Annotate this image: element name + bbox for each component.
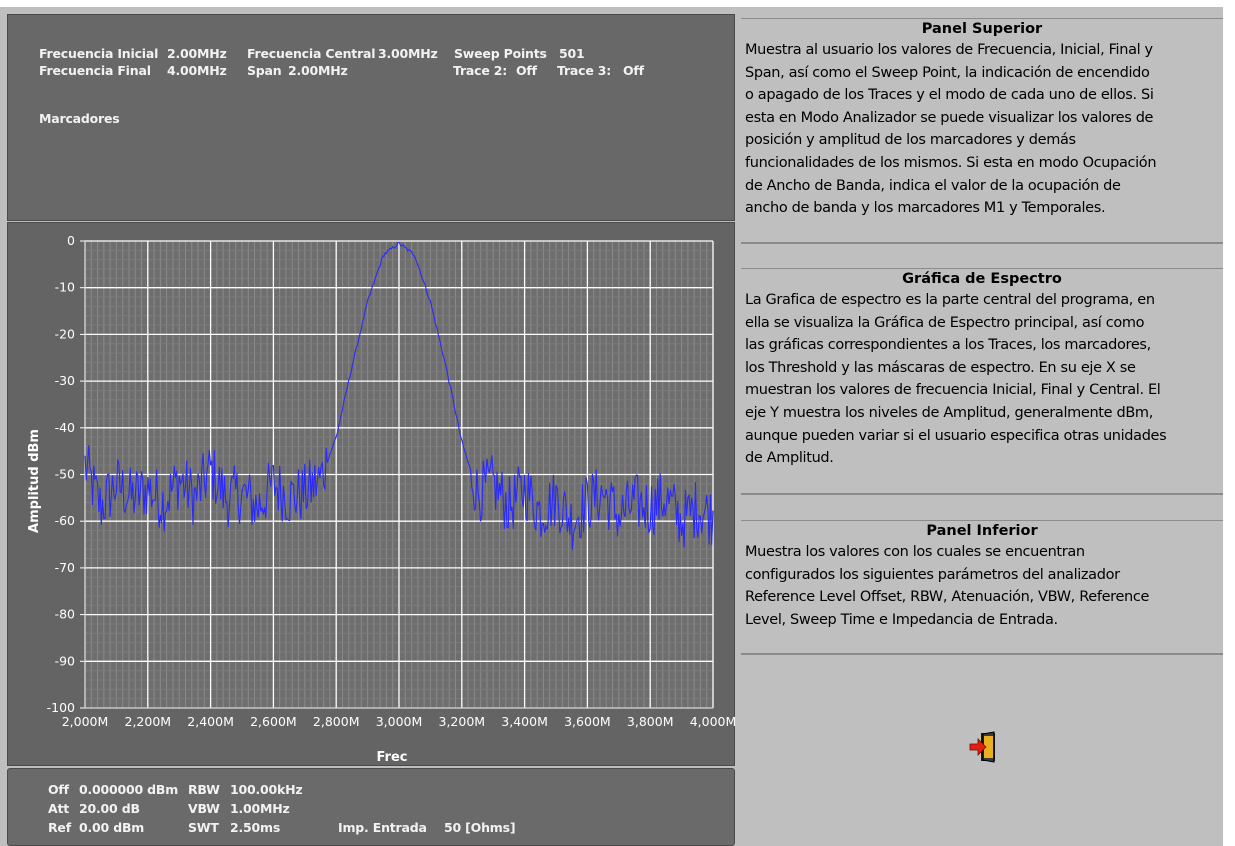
help-line: de Ancho de Banda, indica el valor de la… [745,177,1121,194]
help-line: Reference Level Offset, RBW, Atenuación,… [745,589,1150,606]
ref-label: Ref [48,820,71,835]
imp-entrada-label: Imp. Entrada [338,820,427,835]
trace2-value: Off [516,63,537,78]
help-line: eje Y muestra los niveles de Amplitud, g… [745,404,1153,421]
swt-label: SWT [188,820,219,835]
trace3-value: Off [623,63,644,78]
sweep-points-value: 501 [559,46,585,61]
x-tick-label: 2,400M [187,714,234,729]
help-line: funcionalidades de los mismos. Si esta e… [745,154,1157,171]
ref-value: 0.00 dBm [79,820,145,835]
axes: 2,000M 2,200M 2,400M 2,600M 2,800M 3,000M 3,20… [47,233,737,729]
freq-final-label: Frecuencia Final [39,63,151,78]
y-tick-label: -90 [55,653,75,668]
help-title: Panel Superior [921,21,1043,37]
x-tick-label: 4,000M [690,714,736,729]
help-line: ella se visualiza la Gráfica de Espectro… [745,314,1145,331]
imp-entrada-value: 50 [Ohms] [444,820,516,835]
spectrum-trace-line [84,241,714,550]
x-tick-label: 3,600M [564,714,611,729]
off-label: Off [48,782,69,797]
y-tick-label: -30 [55,373,75,388]
help-panel-inferior: Panel Inferior Muestra los valores con l… [741,520,1223,655]
spectrum-chart[interactable]: 2,000M 2,200M 2,400M 2,600M 2,800M 3,000M 3,20… [8,223,736,767]
help-body: Muestra al usuario los valores de Frecue… [741,39,1223,220]
spectrum-graph-panel: 2,000M 2,200M 2,400M 2,600M 2,800M 3,000M 3,20… [7,222,736,767]
y-tick-label: -100 [47,700,75,715]
rbw-label: RBW [188,782,220,797]
att-label: Att [48,801,70,816]
help-line: Muestra los valores con los cuales se en… [745,544,1085,560]
span-label: Span [247,63,282,78]
help-line: ancho de banda y los marcadores M1 y Tem… [745,200,1106,217]
freq-final-value: 4.00MHz [167,63,227,78]
y-axis-label: Amplitud dBm [27,429,42,533]
y-tick-label: -60 [55,513,75,528]
y-tick-label: -50 [55,467,75,482]
top-info-panel: Frecuencia Inicial 2.00MHz Frecuencia Fi… [7,14,735,221]
y-tick-label: -10 [55,280,75,295]
help-line: configurados los siguientes parámetros d… [745,566,1120,583]
y-tick-label: 0 [67,233,75,248]
x-axis-label: Frec [377,750,408,765]
help-line: posición y amplitud de los marcadores y … [745,132,1076,149]
y-tick-label: -40 [55,420,75,435]
vbw-label: VBW [188,801,220,816]
help-body: La Grafica de espectro es la parte centr… [741,289,1223,470]
swt-value: 2.50ms [230,820,281,835]
series [84,241,714,550]
freq-inicial-value: 2.00MHz [167,46,227,61]
help-line: de Amplitud. [745,450,834,467]
help-line: los Threshold y las máscaras de espectro… [745,359,1136,376]
off-value: 0.000000 dBm [79,782,179,797]
help-line: Span, así como el Sweep Point, la indica… [745,64,1150,81]
y-tick-label: -80 [55,607,75,622]
right-border [1223,0,1235,846]
help-panel-superior: Panel Superior Muestra al usuario los va… [741,18,1223,244]
help-title: Gráfica de Espectro [902,271,1062,287]
help-line: Muestra al usuario los valores de Frecue… [745,42,1153,58]
exit-door-icon[interactable] [968,730,998,764]
vbw-value: 1.00MHz [230,801,290,816]
y-tick-label: -70 [55,560,75,575]
help-title: Panel Inferior [926,523,1038,539]
x-tick-label: 2,200M [125,714,172,729]
trace3-label: Trace 3: [557,63,612,78]
bottom-info-panel: Off 0.000000 dBm Att 20.00 dB Ref 0.00 d… [7,768,735,846]
x-tick-label: 2,000M [62,714,109,729]
marcadores-label: Marcadores [39,111,120,126]
rbw-value: 100.00kHz [230,782,303,797]
x-tick-label: 3,400M [501,714,548,729]
freq-central-label: Frecuencia Central [247,46,376,61]
freq-inicial-label: Frecuencia Inicial [39,46,159,61]
help-line: muestran los valores de frecuencia Inici… [745,382,1161,399]
help-line: las gráficas correspondientes a los Trac… [745,337,1151,354]
help-line: aunque pueden variar si el usuario espec… [745,427,1167,444]
x-tick-label: 3,200M [439,714,486,729]
help-grafica-espectro: Gráfica de Espectro La Grafica de espect… [741,268,1223,495]
top-border [0,0,1235,7]
x-tick-label: 2,800M [313,714,360,729]
freq-central-value: 3.00MHz [378,46,438,61]
help-line: o apagado de los Traces y el modo de cad… [745,87,1154,104]
trace2-label: Trace 2: [453,63,508,78]
att-value: 20.00 dB [79,801,140,816]
sweep-points-label: Sweep Points [454,46,547,61]
help-body: Muestra los valores con los cuales se en… [741,541,1223,631]
help-line: esta en Modo Analizador se puede visuali… [745,109,1154,126]
grid [84,240,714,709]
y-tick-label: -20 [55,326,75,341]
x-tick-label: 2,600M [250,714,297,729]
x-tick-label: 3,800M [627,714,674,729]
help-line: La Grafica de espectro es la parte centr… [745,292,1155,308]
x-tick-label: 3,000M [376,714,423,729]
span-value: 2.00MHz [288,63,348,78]
help-line: Level, Sweep Time e Impedancia de Entrad… [745,611,1058,628]
